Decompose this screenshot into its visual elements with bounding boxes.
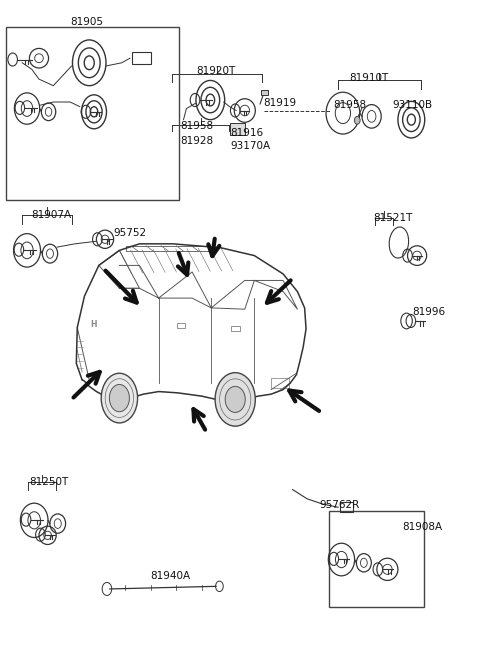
Bar [271, 378, 289, 388]
Text: 81958: 81958 [334, 100, 367, 110]
Text: 93170A: 93170A [230, 141, 271, 151]
Text: 81958: 81958 [180, 121, 213, 131]
Text: 81996: 81996 [412, 307, 445, 318]
Text: 81250T: 81250T [29, 477, 69, 487]
Text: 81920T: 81920T [196, 66, 236, 75]
Bar [6, 27, 179, 200]
Text: 81916: 81916 [230, 128, 264, 138]
Bar [132, 52, 152, 64]
Bar [328, 510, 424, 607]
Text: 81940A: 81940A [151, 571, 191, 581]
Text: 95762R: 95762R [319, 500, 359, 510]
Text: 81905: 81905 [71, 17, 103, 28]
Bar [261, 90, 268, 96]
Bar [231, 326, 240, 331]
Circle shape [109, 384, 130, 412]
Text: 95752: 95752 [113, 228, 146, 238]
Text: 81521T: 81521T [373, 213, 413, 223]
Text: 81908A: 81908A [403, 522, 443, 532]
Bar [177, 323, 185, 328]
Bar [126, 246, 212, 251]
Text: 81910T: 81910T [349, 73, 389, 83]
Text: 81919: 81919 [263, 98, 296, 108]
Ellipse shape [215, 373, 255, 426]
Ellipse shape [225, 386, 245, 413]
Text: 81928: 81928 [180, 136, 213, 145]
Bar [230, 123, 245, 135]
Circle shape [101, 373, 138, 423]
Text: H: H [90, 320, 96, 329]
Bar [339, 502, 353, 512]
Circle shape [354, 117, 360, 124]
Text: 81907A: 81907A [31, 210, 71, 220]
Text: 93110B: 93110B [392, 100, 432, 110]
